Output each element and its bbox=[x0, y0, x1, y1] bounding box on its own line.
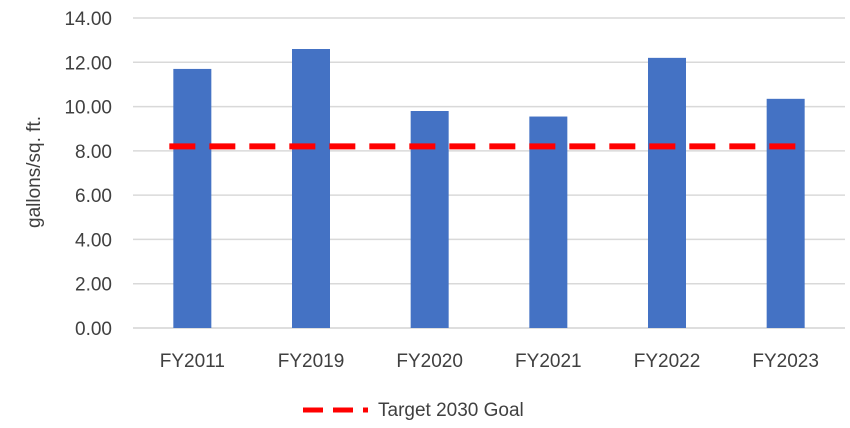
gridlines bbox=[133, 17, 845, 329]
legend-label-target-2030-goal: Target 2030 Goal bbox=[378, 400, 524, 421]
y-axis-title: gallons/sq. ft. bbox=[24, 116, 45, 228]
y-tick-label: 14.00 bbox=[64, 9, 112, 30]
x-tick-label: FY2019 bbox=[278, 351, 345, 372]
x-axis-ticks: FY2011 FY2019 FY2020 FY2021 FY2022 FY2023 bbox=[160, 351, 819, 372]
legend: Target 2030 Goal bbox=[303, 400, 524, 421]
y-tick-label: 4.00 bbox=[75, 230, 112, 251]
y-axis-ticks: 0.00 2.00 4.00 6.00 8.00 10.00 12.00 14.00 bbox=[64, 9, 112, 340]
y-tick-label: 8.00 bbox=[75, 142, 112, 163]
y-tick-label: 0.00 bbox=[75, 319, 112, 340]
y-tick-label: 2.00 bbox=[75, 275, 112, 296]
x-tick-label: FY2022 bbox=[634, 351, 701, 372]
x-tick-label: FY2023 bbox=[752, 351, 819, 372]
bar-fy2023 bbox=[766, 98, 805, 328]
x-tick-label: FY2021 bbox=[515, 351, 582, 372]
bar-series bbox=[173, 49, 805, 329]
x-tick-label: FY2020 bbox=[396, 351, 463, 372]
y-tick-label: 6.00 bbox=[75, 186, 112, 207]
x-tick-label: FY2011 bbox=[160, 351, 225, 372]
y-tick-label: 10.00 bbox=[64, 98, 112, 119]
bar-fy2022 bbox=[648, 57, 686, 328]
bar-fy2011 bbox=[173, 68, 212, 328]
bar-fy2021 bbox=[529, 116, 568, 329]
y-tick-label: 12.00 bbox=[64, 53, 112, 74]
bar-fy2019 bbox=[292, 49, 330, 328]
